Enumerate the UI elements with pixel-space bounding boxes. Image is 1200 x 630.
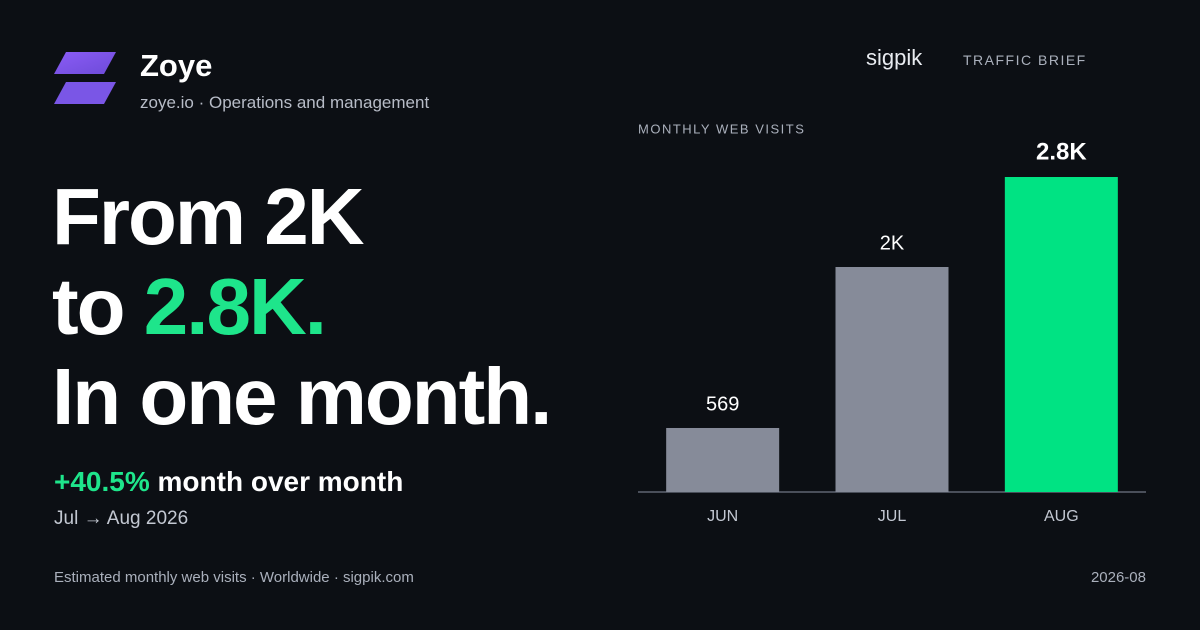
change-text: month over month bbox=[149, 466, 404, 497]
source-label: TRAFFIC BRIEF bbox=[963, 52, 1087, 68]
change-period: Jul → Aug 2026 bbox=[54, 508, 189, 529]
source-name: sigpik bbox=[866, 45, 923, 70]
x-tick-label: JUL bbox=[878, 508, 907, 525]
chart-title: MONTHLY WEB VISITS bbox=[638, 121, 805, 136]
bar bbox=[666, 427, 780, 492]
value-label: 2.8K bbox=[1036, 138, 1087, 165]
value-label: 569 bbox=[706, 393, 739, 415]
x-tick-label: AUG bbox=[1044, 508, 1079, 525]
headline-text: to bbox=[52, 262, 144, 351]
change: +40.5% month over month bbox=[54, 466, 403, 498]
footer-date: 2026-08 bbox=[1090, 569, 1146, 586]
chart: MONTHLY WEB VISITS 569 JUN 2K JUL 2.8K AUG bbox=[638, 121, 1146, 525]
change-value: +40.5% bbox=[54, 466, 150, 497]
headline-line: From 2K bbox=[52, 172, 364, 261]
x-tick-label: JUN bbox=[707, 508, 738, 525]
brand-tagline: zoye.io · Operations and management bbox=[140, 93, 430, 112]
bar bbox=[835, 267, 949, 492]
logo bbox=[54, 52, 116, 104]
headline-line: In one month. bbox=[52, 352, 552, 441]
footer-note: Estimated monthly web visits · Worldwide… bbox=[54, 569, 414, 586]
headline-highlight: 2.8K. bbox=[143, 262, 327, 351]
bar bbox=[1004, 177, 1118, 492]
value-label: 2K bbox=[880, 232, 905, 254]
brand-name: Zoye bbox=[140, 48, 213, 83]
headline-line: to 2.8K. bbox=[52, 262, 327, 352]
